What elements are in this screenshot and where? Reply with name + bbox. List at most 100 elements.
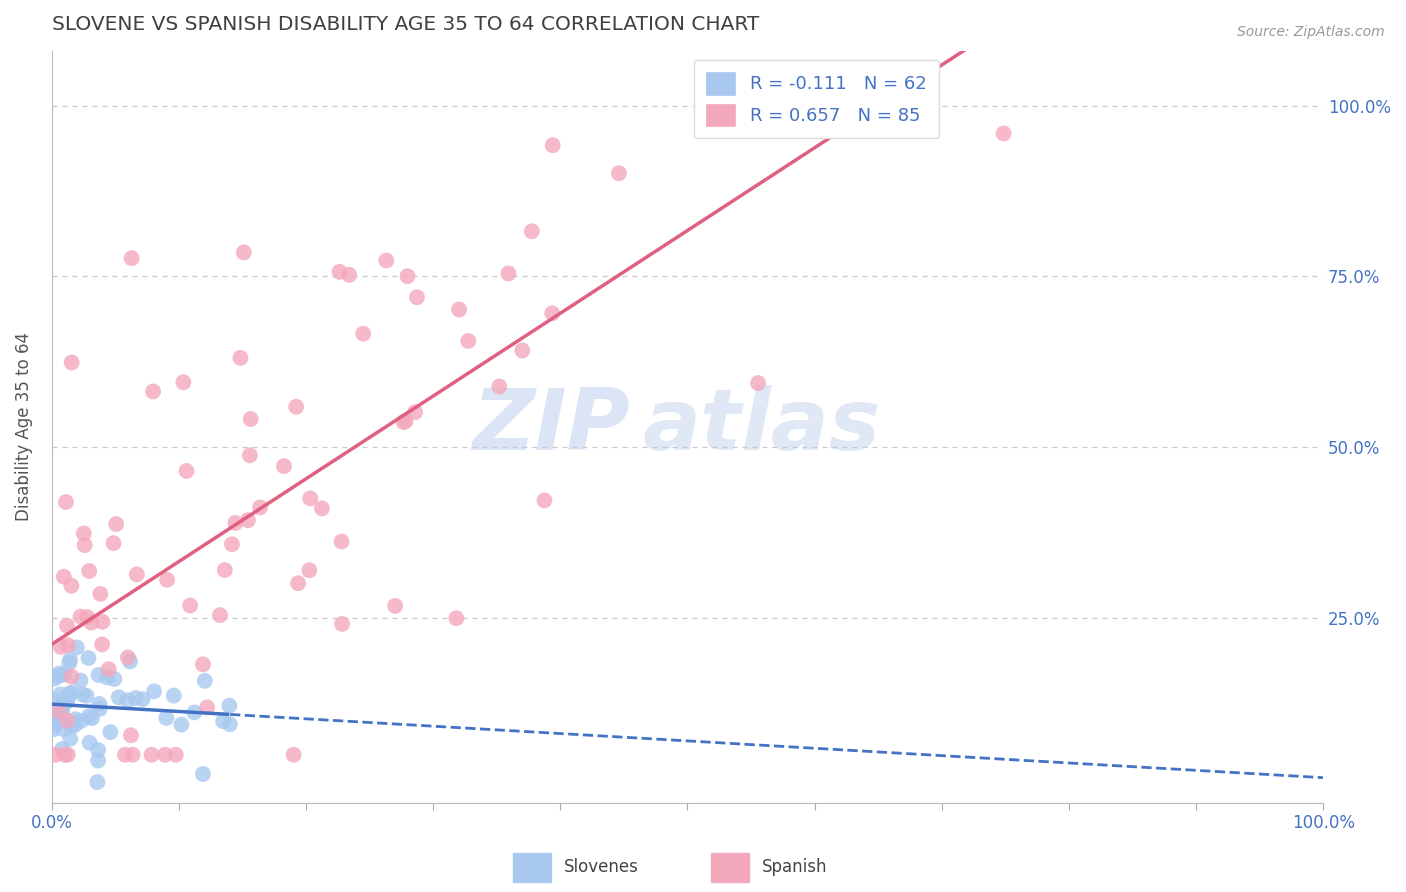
Point: [45, 707, 67, 722]
Point: [59, 719, 82, 733]
Point: [42, 702, 65, 716]
Point: [49, 640, 72, 654]
Point: [70, 714, 93, 728]
Point: [236, 513, 259, 527]
Point: [156, 573, 179, 587]
Point: [212, 714, 235, 728]
Point: [44, 717, 66, 731]
Point: [79, 736, 101, 750]
Point: [59, 731, 82, 746]
Point: [86, 775, 108, 789]
Point: [993, 127, 1015, 141]
Point: [208, 608, 231, 623]
Point: [56, 692, 79, 706]
Point: [60, 355, 83, 369]
Point: [105, 517, 128, 532]
Point: [337, 268, 360, 282]
Point: [283, 747, 305, 762]
Point: [60, 685, 83, 699]
Point: [60, 579, 83, 593]
Point: [239, 448, 262, 462]
Point: [51, 706, 73, 721]
Point: [118, 655, 141, 669]
Point: [52, 698, 75, 713]
Point: [176, 464, 198, 478]
Point: [541, 306, 564, 320]
Point: [76, 610, 98, 624]
Y-axis label: Disability Age 35 to 64: Disability Age 35 to 64: [15, 332, 32, 521]
Point: [103, 536, 125, 550]
Point: [87, 743, 110, 757]
Point: [142, 384, 165, 399]
Text: Slovenes: Slovenes: [564, 858, 638, 877]
Point: [155, 711, 177, 725]
Point: [51, 703, 73, 717]
Point: [285, 400, 308, 414]
Point: [194, 673, 217, 688]
Text: ZIP: ZIP: [472, 385, 630, 468]
Point: [44, 747, 66, 762]
Point: [49, 687, 72, 701]
Point: [121, 251, 143, 265]
Point: [56, 618, 79, 632]
Point: [107, 690, 129, 705]
Point: [52, 570, 75, 584]
Point: [406, 290, 429, 304]
Point: [44, 694, 66, 708]
Point: [48, 704, 70, 718]
Point: [239, 412, 262, 426]
Point: [375, 253, 398, 268]
Point: [48, 669, 70, 683]
Point: [153, 747, 176, 762]
Point: [96, 670, 118, 684]
Point: [311, 501, 333, 516]
Point: [65, 712, 87, 726]
Point: [69, 609, 91, 624]
Point: [125, 567, 148, 582]
Point: [510, 343, 533, 358]
Legend: R = -0.111   N = 62, R = 0.657   N = 85: R = -0.111 N = 62, R = 0.657 N = 85: [693, 60, 939, 138]
Point: [89, 587, 111, 601]
Point: [48, 666, 70, 681]
Point: [498, 267, 520, 281]
Point: [219, 717, 242, 731]
Point: [91, 615, 114, 629]
Point: [63, 718, 86, 732]
Point: [60, 670, 83, 684]
Text: Source: ZipAtlas.com: Source: ZipAtlas.com: [1237, 25, 1385, 39]
Point: [56, 695, 79, 709]
Point: [488, 379, 510, 393]
Point: [165, 747, 187, 762]
Point: [328, 265, 350, 279]
Point: [100, 725, 122, 739]
Point: [49, 709, 72, 723]
Point: [195, 700, 218, 714]
Point: [392, 415, 415, 429]
Point: [224, 516, 246, 530]
Point: [352, 326, 374, 341]
Point: [179, 599, 201, 613]
Point: [457, 334, 479, 348]
Point: [89, 697, 111, 711]
Point: [191, 767, 214, 781]
Point: [125, 690, 148, 705]
Point: [404, 405, 426, 419]
Point: [384, 599, 406, 613]
Point: [298, 563, 321, 577]
Point: [449, 302, 471, 317]
Point: [103, 672, 125, 686]
Point: [73, 526, 96, 541]
Point: [42, 723, 65, 737]
Point: [97, 662, 120, 676]
Point: [541, 138, 564, 153]
Point: [87, 668, 110, 682]
Point: [51, 712, 73, 726]
Point: [80, 615, 103, 630]
Point: [229, 351, 252, 365]
Point: [396, 269, 419, 284]
Point: [395, 414, 418, 428]
Point: [232, 245, 254, 260]
Point: [747, 376, 769, 390]
Point: [53, 747, 76, 762]
Point: [330, 534, 353, 549]
